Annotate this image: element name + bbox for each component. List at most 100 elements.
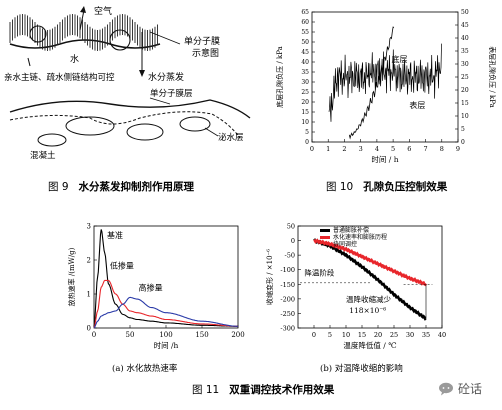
annotation-value: 118×10⁻⁶	[349, 306, 386, 315]
caption-title: 水分蒸发抑制剂作用原理	[78, 181, 195, 193]
caption-title: 双重调控技术作用效果	[229, 384, 335, 396]
y-tick-label-left: 30	[301, 79, 309, 86]
water-droplet-icon	[29, 25, 47, 43]
surface-boundary	[9, 99, 251, 119]
series-label-bottom: 底层	[391, 54, 407, 64]
y-tick-label-left: 5	[305, 129, 309, 136]
series-line-ordinary	[313, 238, 427, 321]
series-label-surface: 表层	[409, 100, 425, 110]
x-tick-label: 10	[342, 331, 350, 339]
y-tick-label: -250	[280, 310, 295, 318]
y-tick-label-left: 25	[301, 89, 309, 96]
x-tick-label: 5	[328, 331, 332, 339]
y-tick-label-right: 40	[461, 35, 469, 42]
y-tick-label-right: 10	[461, 113, 469, 120]
figure-11a-subcaption: (a) 水化放热速率	[112, 364, 178, 374]
figure-11a-chart: 0 50 100 150 200 0 1 2 3 基准低掺量高掺量时间 /h 放热速率 /(mW/g…	[62, 216, 248, 362]
series-line-bottom	[348, 26, 395, 140]
y-tick-label: 50	[287, 223, 295, 231]
caption-number: 图 11	[192, 384, 220, 396]
series-label-low: 低掺量	[110, 261, 134, 271]
caption-number: 图 9	[48, 181, 69, 193]
y-tick-label-left: 45	[301, 49, 309, 56]
watermark: 砼话	[438, 380, 482, 397]
x-tick-label: 150	[195, 331, 208, 339]
figure-11b-subcaption: (b) 对温降收缩的影响	[320, 364, 403, 374]
y-tick-label-right: 5	[461, 126, 465, 133]
x-tick-label: 25	[390, 331, 398, 339]
label-monolayer-diagram-2: 示意图	[192, 47, 219, 59]
y-tick-label-left: 65	[301, 9, 309, 16]
chart-svg: 0 5 10 15 20 25 30 35 40 -300 -250 -200 -150 -100 -50 0…	[265, 223, 446, 351]
legend-item-ordinary: 普通膨胀补偿	[333, 226, 369, 234]
x-tick-label: 0	[310, 145, 314, 153]
y-tick-label-left: 15	[301, 109, 309, 116]
caption-number: 图 10	[326, 181, 354, 193]
x-tick-label: 200	[231, 331, 244, 339]
label-concrete: 混凝土	[30, 150, 56, 161]
label-monolayer-layer: 单分子膜层	[150, 88, 193, 99]
monolayer-molecules	[9, 14, 161, 51]
x-tick-label: 20	[374, 331, 382, 339]
y-tick-label: -200	[280, 295, 295, 303]
label-air: 空气	[94, 5, 112, 17]
figure-10-caption: 图 10 孔隙负压控制效果	[326, 179, 447, 194]
label-water: 水	[70, 53, 79, 65]
x-tick-label: 9	[456, 145, 460, 153]
figure-11-caption: 图 11 双重调控技术作用效果	[192, 382, 334, 397]
y-tick-label-right: 45	[461, 22, 469, 29]
watermark-text: 砼话	[458, 382, 483, 396]
x-tick-label: 0	[312, 331, 316, 339]
label-monolayer-diagram-1: 单分子膜	[184, 35, 220, 47]
y-tick-label-right: 25	[461, 74, 469, 81]
y-tick-label-left: 50	[301, 39, 309, 46]
y-tick-label: 2	[87, 257, 91, 265]
chat-icon	[439, 382, 453, 395]
y-tick-label-left: 10	[301, 119, 309, 126]
label-bleed-layer: 泌水层	[218, 132, 244, 143]
y-tick-label-left: 35	[301, 69, 309, 76]
x-tick-label: 50	[126, 331, 135, 339]
figure-9-caption: 图 9 水分蒸发抑制剂作用原理	[48, 179, 194, 194]
x-tick-label: 8	[440, 145, 444, 153]
x-tick-label: 35	[422, 331, 430, 339]
y-tick-label-left: 55	[301, 29, 309, 36]
y-tick-label: 1	[87, 291, 91, 299]
y-tick-label: 0	[291, 237, 295, 245]
legend-swatch-synergy	[320, 236, 330, 239]
annotation-reduce: 温降收缩减少	[346, 294, 391, 304]
y-tick-label: -300	[280, 325, 295, 333]
x-axis-label: 时间 / h	[371, 154, 398, 164]
label-evaporation: 水分蒸发	[148, 71, 184, 83]
y-tick-label-right: 15	[461, 100, 469, 107]
y-axis-label-left: 底层孔隙负压 / kPa	[275, 46, 284, 108]
x-tick-label: 15	[358, 331, 366, 339]
legend-swatch-ordinary	[320, 229, 330, 232]
series-label-base: 基准	[107, 230, 123, 240]
x-tick-label: 40	[438, 331, 446, 339]
x-tick-label: 7	[423, 145, 427, 153]
x-tick-label: 100	[159, 331, 172, 339]
series-label-high: 高掺量	[139, 283, 163, 293]
y-tick-label-right: 50	[461, 9, 469, 16]
series-line-high	[93, 296, 238, 329]
y-tick-label: -100	[280, 266, 295, 274]
y-axis-label-right: 表层孔隙负压 / kPa	[488, 46, 497, 108]
y-tick-label-left: 0	[305, 139, 309, 146]
y-axis-label: 放热速率 /(mW/g)	[67, 247, 76, 306]
y-tick-label-left: 20	[301, 99, 309, 106]
series-line-surface	[328, 43, 442, 122]
y-tick-label: -50	[285, 252, 295, 260]
x-tick-label: 30	[406, 331, 414, 339]
x-tick-label: 0	[92, 331, 96, 339]
y-tick-label: 0	[87, 325, 91, 333]
series-line-base	[93, 229, 238, 329]
series-line-low	[93, 279, 238, 329]
y-tick-label: 3	[87, 223, 91, 231]
x-tick-label: 6	[407, 145, 411, 153]
x-tick-label: 2	[342, 145, 346, 153]
x-axis-label: 时间 /h	[154, 340, 179, 350]
annotation-stage: 降温阶段	[304, 268, 334, 278]
y-axis-label: 收缩变形 / ×10⁻⁶	[265, 249, 274, 305]
